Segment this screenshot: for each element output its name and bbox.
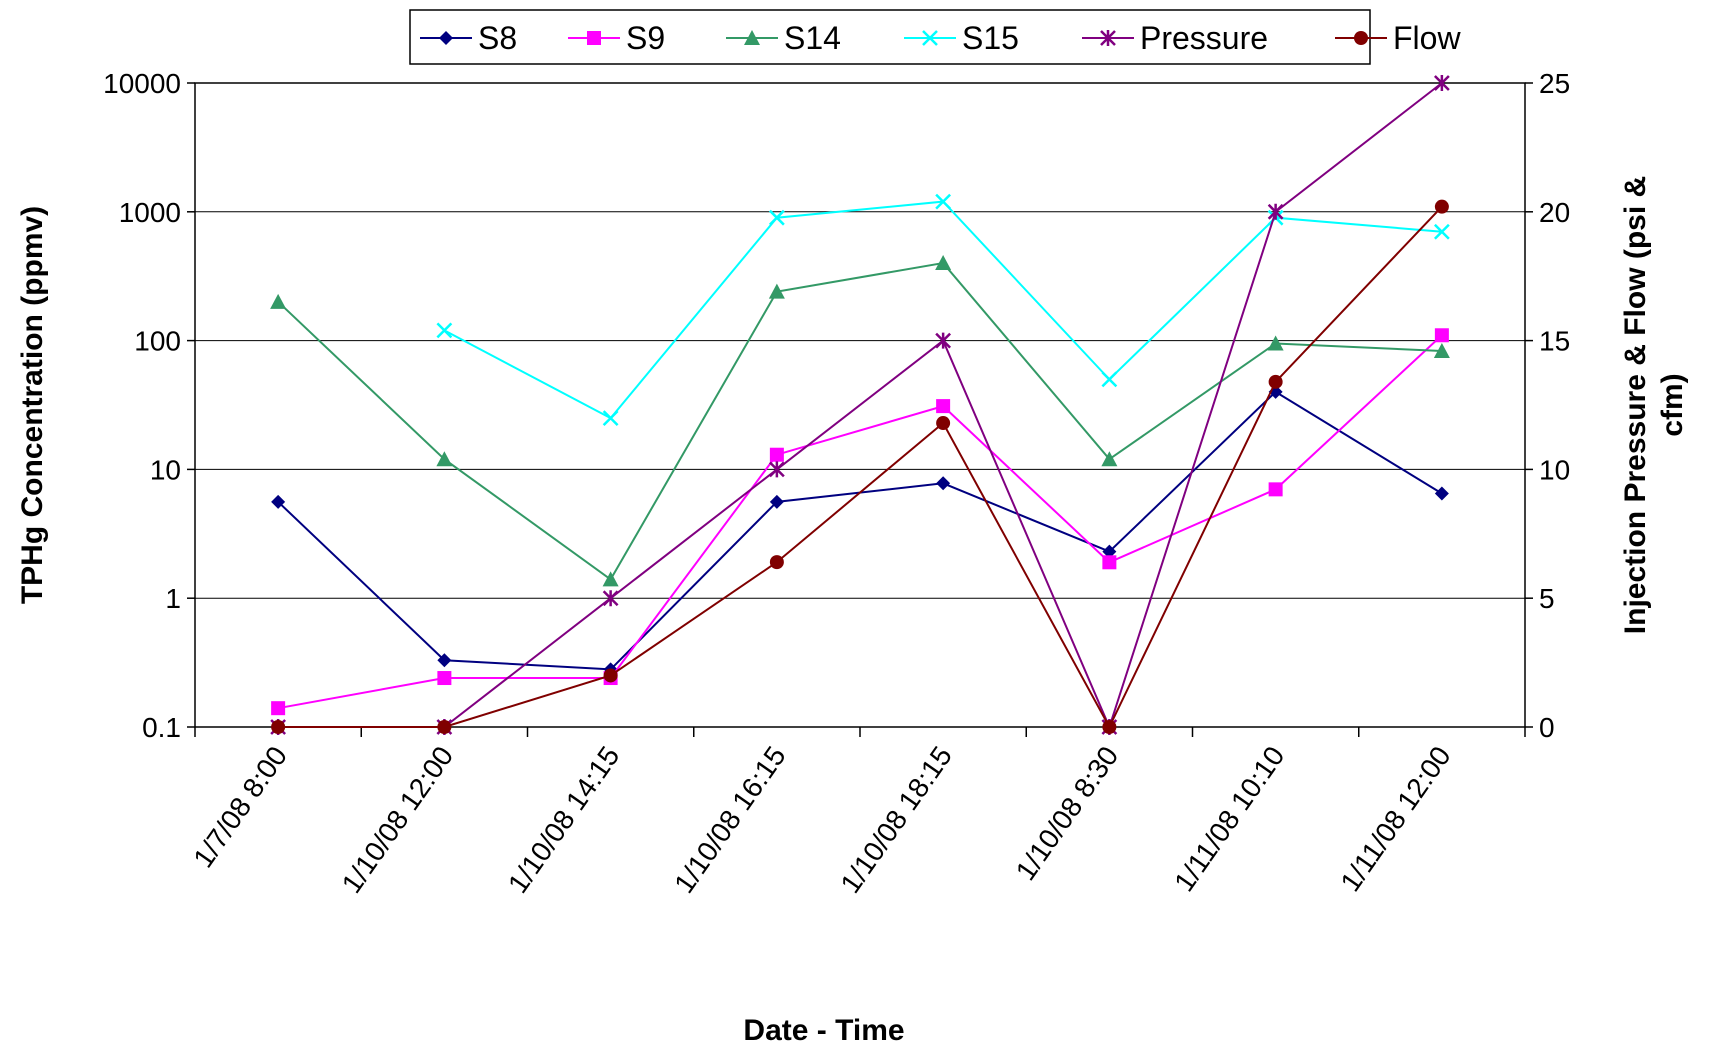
x-tick-label: 1/7/08 8:00: [187, 741, 293, 874]
data-point-s9: [1102, 555, 1117, 570]
data-point-s15: [935, 193, 952, 210]
y-tick-label: 10000: [103, 68, 181, 99]
data-point-s14: [270, 293, 287, 309]
data-point-s15: [1101, 371, 1118, 388]
data-point-flow: [271, 720, 286, 734]
y-axis-title: TPHg Concentration (ppmv): [16, 206, 49, 604]
x-tick-label: 1/10/08 8:30: [1010, 741, 1125, 886]
legend-item-s9: S9: [568, 20, 665, 56]
data-point-s9: [1434, 328, 1449, 343]
data-point-s9: [769, 447, 784, 462]
data-point-flow: [1268, 374, 1283, 389]
data-point-s14: [436, 451, 453, 467]
legend-label: S15: [962, 20, 1019, 56]
x-tick-label: 1/11/08 10:10: [1168, 741, 1290, 897]
x-tick-label: 1/10/08 14:15: [502, 741, 626, 899]
legend-item-flow: Flow: [1335, 20, 1461, 56]
legend-marker: [1354, 31, 1368, 45]
data-point-s14: [1267, 335, 1284, 351]
data-point-s14: [768, 283, 785, 299]
data-point-flow: [603, 668, 618, 683]
legend-label: S8: [478, 20, 517, 56]
series-s9: [271, 328, 1449, 716]
x-tick-label: 1/10/08 16:15: [668, 741, 792, 899]
legend-label: S9: [626, 20, 665, 56]
series-s8: [271, 384, 1449, 677]
data-point-flow: [936, 416, 951, 431]
series-line-s9: [277, 334, 1443, 710]
legend-marker: [1100, 30, 1116, 46]
data-point-pressure: [935, 332, 952, 349]
data-point-s14: [935, 255, 952, 271]
series-line-s14: [277, 261, 1442, 581]
data-point-s9: [1268, 482, 1283, 497]
legend-item-s8: S8: [420, 20, 517, 56]
legend-marker: [587, 31, 601, 45]
legend-item-pressure: Pressure: [1082, 20, 1268, 56]
data-point-s9: [437, 671, 452, 686]
data-point-s8: [437, 653, 452, 668]
legend-item-s15: S15: [904, 20, 1019, 56]
x-tick-label: 1/11/08 12:00: [1334, 741, 1456, 897]
data-point-s14: [1101, 451, 1118, 467]
data-point-pressure: [1267, 203, 1284, 220]
series-line-s15: [443, 200, 1442, 420]
data-point-pressure: [768, 461, 785, 478]
series-line-pressure: [278, 82, 1443, 730]
data-point-s14: [602, 571, 619, 587]
data-point-s9: [271, 701, 286, 716]
data-point-s9: [936, 399, 951, 414]
y-tick-label: 1000: [119, 197, 181, 228]
series-flow: [271, 199, 1449, 734]
y2-tick-label: 15: [1539, 326, 1570, 357]
y2-tick-label: 25: [1539, 68, 1570, 99]
y2-tick-label: 5: [1539, 583, 1555, 614]
y2-tick-label: 0: [1539, 712, 1555, 743]
data-point-s8: [271, 494, 286, 509]
data-point-flow: [769, 555, 784, 570]
data-point-pressure: [1433, 75, 1450, 91]
data-point-flow: [437, 720, 452, 734]
data-point-s8: [1102, 544, 1117, 559]
y2-axis-title-line2: cfm): [1656, 373, 1689, 436]
series-line-s8: [277, 390, 1443, 671]
series-pressure: [270, 75, 1450, 735]
legend-label: Pressure: [1140, 20, 1268, 56]
legend-label: Flow: [1393, 20, 1461, 56]
series-s15: [436, 193, 1450, 427]
data-point-s15: [602, 410, 619, 427]
data-point-s14: [1433, 343, 1450, 359]
x-tick-label: 1/10/08 18:15: [834, 741, 958, 899]
grid: [195, 82, 1525, 599]
series-line-flow: [278, 205, 1443, 730]
y-tick-label: 0.1: [142, 712, 181, 743]
data-point-pressure: [602, 590, 619, 607]
y-tick-label: 10: [150, 454, 181, 485]
y2-axis-title-line1: Injection Pressure & Flow (psi &: [1619, 176, 1652, 634]
y2-tick-label: 20: [1539, 197, 1570, 228]
legend-marker: [744, 30, 760, 45]
series-s14: [270, 255, 1450, 587]
data-point-flow: [1434, 199, 1449, 214]
series: [270, 75, 1450, 735]
data-point-flow: [1102, 720, 1117, 734]
data-point-s8: [1434, 486, 1449, 501]
data-point-s15: [1433, 223, 1450, 240]
axes: 0.1 1 10 100 1000 10000 0 5 10 15 20 25 1/7/08 8:00 1…: [103, 68, 1570, 899]
legend-marker: [439, 31, 453, 45]
x-axis-title: Date - Time: [743, 1014, 904, 1045]
legend-item-s14: S14: [726, 20, 841, 56]
legend-label: S14: [784, 20, 841, 56]
data-point-s8: [936, 476, 951, 491]
data-point-s15: [436, 322, 453, 339]
y2-tick-label: 10: [1539, 454, 1570, 485]
x-tick-label: 1/10/08 12:00: [336, 741, 460, 899]
y-tick-label: 100: [134, 326, 181, 357]
y-tick-label: 1: [165, 583, 181, 614]
legend: S8 S9 S14 S15 Pressure Flow: [409, 9, 1461, 65]
data-point-s15: [768, 209, 785, 226]
data-point-s8: [769, 494, 784, 509]
legend-marker: [922, 30, 938, 46]
